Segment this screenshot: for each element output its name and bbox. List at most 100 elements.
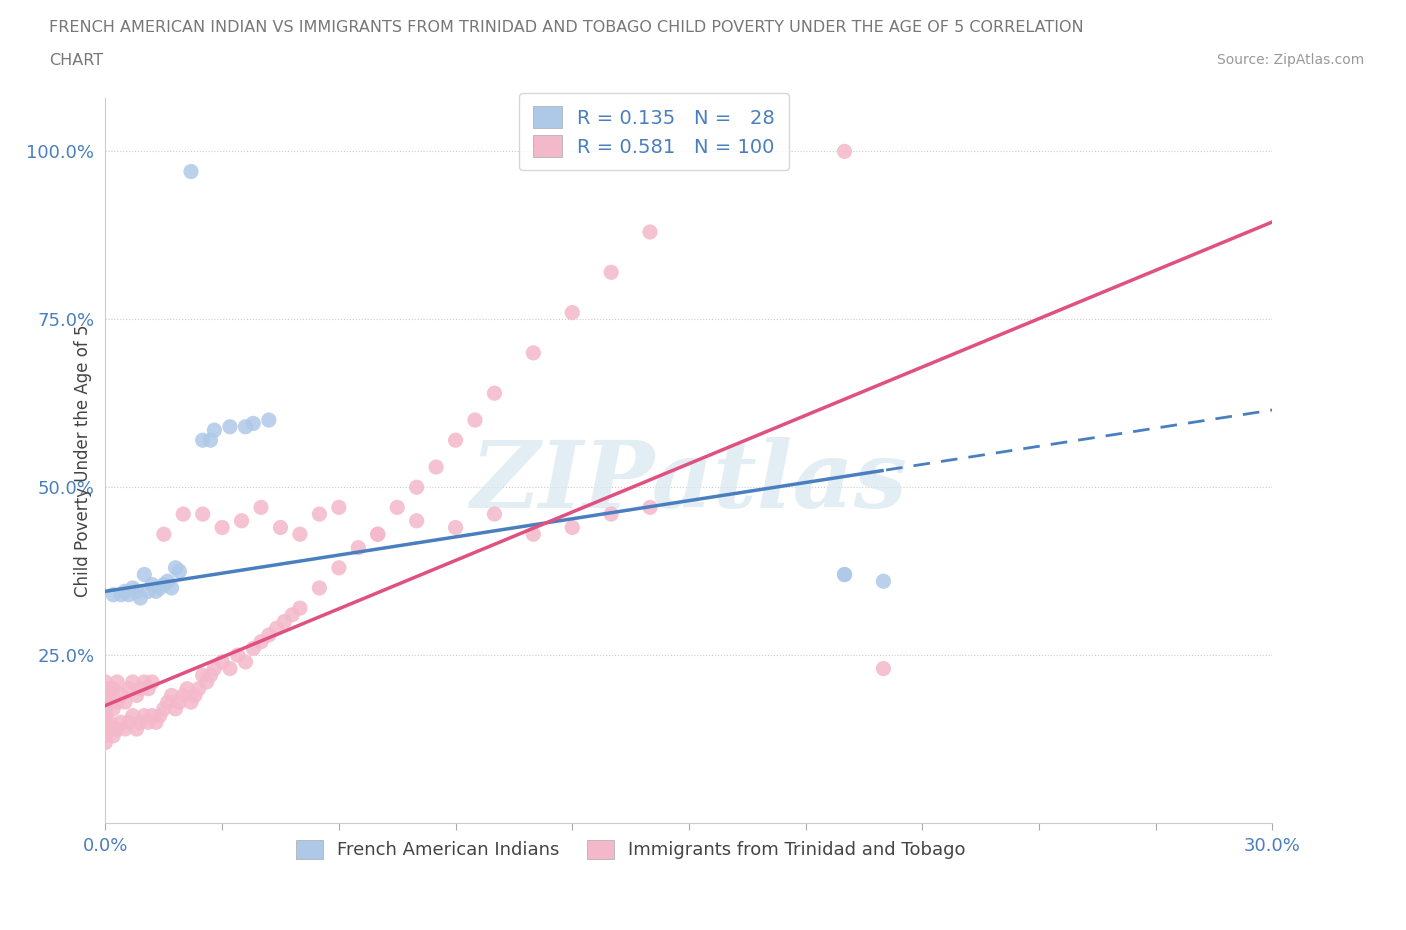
Point	[195, 674, 218, 689]
Point	[94, 674, 117, 689]
Point	[153, 701, 174, 716]
Point	[638, 500, 661, 515]
Point	[94, 695, 117, 710]
Point	[94, 688, 117, 703]
Point	[219, 419, 242, 434]
Point	[94, 682, 117, 697]
Point	[169, 564, 191, 578]
Point	[226, 647, 249, 662]
Point	[250, 500, 273, 515]
Point	[288, 601, 311, 616]
Point	[242, 416, 264, 431]
Point	[405, 513, 427, 528]
Point	[134, 674, 156, 689]
Point	[169, 695, 191, 710]
Point	[105, 722, 128, 737]
Point	[270, 520, 292, 535]
Point	[250, 634, 273, 649]
Point	[103, 701, 125, 716]
Point	[211, 655, 233, 670]
Point	[125, 584, 148, 599]
Point	[184, 688, 207, 703]
Point	[110, 587, 132, 602]
Point	[257, 413, 280, 428]
Point	[180, 164, 202, 179]
Point	[211, 520, 233, 535]
Text: FRENCH AMERICAN INDIAN VS IMMIGRANTS FROM TRINIDAD AND TOBAGO CHILD POVERTY UNDE: FRENCH AMERICAN INDIAN VS IMMIGRANTS FRO…	[49, 20, 1084, 35]
Point	[257, 628, 280, 643]
Point	[98, 715, 121, 730]
Point	[98, 722, 121, 737]
Point	[191, 507, 214, 522]
Point	[129, 591, 152, 605]
Point	[145, 715, 167, 730]
Point	[367, 526, 389, 541]
Point	[156, 574, 179, 589]
Point	[114, 584, 136, 599]
Point	[136, 584, 159, 599]
Point	[125, 688, 148, 703]
Point	[103, 728, 125, 743]
Point	[160, 580, 183, 595]
Point	[121, 674, 143, 689]
Point	[121, 580, 143, 595]
Point	[94, 728, 117, 743]
Point	[156, 695, 179, 710]
Point	[136, 715, 159, 730]
Point	[121, 708, 143, 723]
Point	[98, 695, 121, 710]
Point	[94, 722, 117, 737]
Point	[444, 520, 467, 535]
Point	[235, 419, 257, 434]
Point	[242, 641, 264, 656]
Point	[200, 432, 222, 447]
Point	[94, 708, 117, 723]
Point	[385, 500, 409, 515]
Point	[141, 708, 163, 723]
Point	[134, 708, 156, 723]
Point	[153, 526, 174, 541]
Point	[105, 695, 128, 710]
Point	[114, 695, 136, 710]
Point	[191, 668, 214, 683]
Point	[149, 708, 172, 723]
Point	[219, 661, 242, 676]
Point	[191, 432, 214, 447]
Point	[98, 688, 121, 703]
Point	[834, 567, 856, 582]
Point	[149, 580, 172, 595]
Point	[308, 507, 330, 522]
Point	[367, 526, 389, 541]
Point	[176, 682, 198, 697]
Text: ZIPatlas: ZIPatlas	[471, 437, 907, 527]
Point	[118, 715, 141, 730]
Point	[464, 413, 486, 428]
Point	[125, 722, 148, 737]
Point	[172, 507, 194, 522]
Point	[288, 526, 311, 541]
Point	[561, 305, 583, 320]
Point	[347, 540, 370, 555]
Point	[872, 661, 894, 676]
Point	[110, 715, 132, 730]
Point	[200, 668, 222, 683]
Point	[187, 682, 209, 697]
Point	[118, 682, 141, 697]
Point	[103, 682, 125, 697]
Point	[872, 574, 894, 589]
Point	[165, 561, 187, 576]
Point	[405, 480, 427, 495]
Point	[172, 688, 194, 703]
Point	[110, 688, 132, 703]
Point	[834, 144, 856, 159]
Point	[129, 682, 152, 697]
Point	[638, 224, 661, 239]
Point	[328, 500, 350, 515]
Point	[308, 580, 330, 595]
Point	[600, 265, 623, 280]
Point	[136, 682, 159, 697]
Point	[484, 507, 506, 522]
Point	[105, 674, 128, 689]
Point	[141, 578, 163, 592]
Text: CHART: CHART	[49, 53, 103, 68]
